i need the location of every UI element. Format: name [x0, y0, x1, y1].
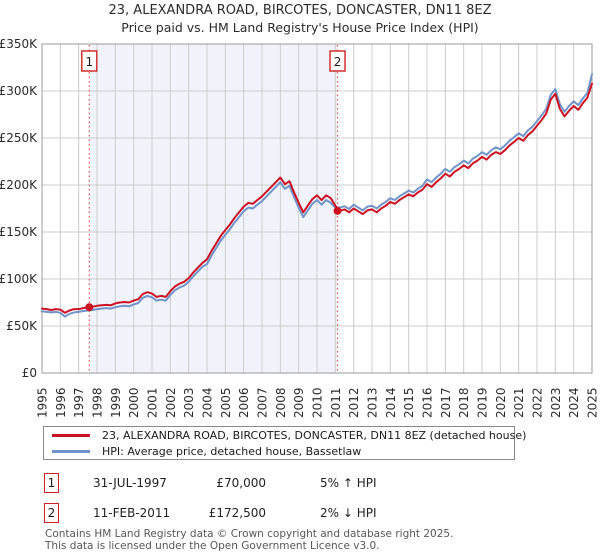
sale-price-dot-1 — [85, 303, 94, 312]
x-tick-label: 2010 — [311, 387, 325, 418]
x-tick-label: 2001 — [146, 387, 160, 418]
x-tick-label: 2011 — [329, 387, 343, 418]
chart-title: 23, ALEXANDRA ROAD, BIRCOTES, DONCASTER,… — [108, 3, 492, 18]
x-tick-label: 2014 — [384, 387, 398, 418]
x-tick-label: 2018 — [457, 387, 471, 418]
transaction-1-number-badge: 1 — [44, 473, 59, 493]
transaction-2-date: 11-FEB-2011 — [93, 506, 171, 520]
x-tick-label: 1995 — [36, 387, 50, 418]
x-tick-label: 2008 — [274, 387, 288, 418]
sale-flag-box-1 — [81, 50, 98, 72]
x-tick-label: 1999 — [109, 387, 123, 418]
transaction-1-hpi-note: 5% ↑ HPI — [320, 476, 377, 490]
y-tick-label: £100K — [0, 272, 38, 286]
property-price-line — [41, 82, 593, 314]
x-tick-label: 2015 — [402, 387, 416, 418]
x-tick-label: 2004 — [201, 387, 215, 418]
sale-flag-label-2: 2 — [334, 55, 342, 69]
chart-legend: 23, ALEXANDRA ROAD, BIRCOTES, DONCASTER,… — [43, 426, 526, 460]
x-tick-label: 2021 — [512, 387, 526, 418]
legend-item-property: 23, ALEXANDRA ROAD, BIRCOTES, DONCASTER,… — [44, 428, 526, 442]
x-tick-label: 1996 — [54, 387, 68, 418]
x-tick-label: 2003 — [182, 387, 196, 418]
hpi-line-swatch — [52, 449, 90, 453]
x-tick-label: 2016 — [421, 387, 435, 418]
property-line-swatch — [52, 433, 90, 437]
chart-subtitle: Price paid vs. HM Land Registry's House … — [121, 20, 479, 35]
legend-label-property: 23, ALEXANDRA ROAD, BIRCOTES, DONCASTER,… — [102, 428, 527, 442]
x-tick-label: 2007 — [256, 387, 270, 418]
transaction-row-1: 1 31-JUL-1997 £70,000 5% ↑ HPI — [44, 473, 474, 494]
legend-label-hpi: HPI: Average price, detached house, Bass… — [102, 444, 362, 458]
hpi-line — [41, 73, 593, 318]
y-tick-label: £350K — [0, 37, 38, 51]
x-tick-label: 2024 — [567, 387, 581, 418]
x-tick-label: 2002 — [164, 387, 178, 418]
transaction-1-date: 31-JUL-1997 — [93, 476, 167, 490]
x-tick-label: 2025 — [586, 387, 600, 418]
footer-line-2: This data is licensed under the Open Gov… — [45, 539, 380, 552]
y-tick-label: £150K — [0, 225, 38, 239]
plot-border — [41, 43, 593, 374]
transaction-row-2: 2 11-FEB-2011 £172,500 2% ↓ HPI — [44, 503, 474, 524]
y-tick-label: £250K — [0, 131, 38, 145]
x-tick-label: 2020 — [494, 387, 508, 418]
price-history-chart: 1 2 £0 £50K £100K £150K £200K £250K £300K £350K 19… — [0, 37, 600, 418]
sale-flag-box-2 — [329, 50, 346, 72]
transaction-2-price: £172,500 — [208, 506, 266, 520]
sale-price-dot-2 — [333, 206, 342, 215]
x-tick-label: 2012 — [347, 387, 361, 418]
shaded-period — [89, 44, 338, 373]
x-tick-label: 1997 — [72, 387, 86, 418]
sale-flag-label-1: 1 — [85, 55, 93, 69]
transaction-2-hpi-note: 2% ↓ HPI — [320, 506, 377, 520]
x-tick-label: 2013 — [366, 387, 380, 418]
x-tick-label: 2023 — [549, 387, 563, 418]
x-tick-label: 2009 — [292, 387, 306, 418]
x-tick-label: 2017 — [439, 387, 453, 418]
x-tick-label: 2022 — [531, 387, 545, 418]
x-tick-label: 1998 — [91, 387, 105, 418]
x-tick-label: 2000 — [127, 387, 141, 418]
x-tick-label: 2019 — [476, 387, 490, 418]
y-tick-label: £200K — [0, 178, 38, 192]
y-tick-label: £300K — [0, 84, 38, 98]
x-tick-label: 2006 — [237, 387, 251, 418]
copyright-footer: Contains HM Land Registry data © Crown c… — [45, 528, 454, 552]
footer-line-1: Contains HM Land Registry data © Crown c… — [45, 528, 454, 540]
legend-item-hpi: HPI: Average price, detached house, Bass… — [44, 444, 514, 458]
y-tick-label: £0 — [22, 366, 37, 380]
y-tick-label: £50K — [6, 319, 38, 333]
x-tick-label: 2005 — [219, 387, 233, 418]
transaction-1-price: £70,000 — [216, 476, 266, 490]
transaction-2-number-badge: 2 — [44, 503, 59, 523]
